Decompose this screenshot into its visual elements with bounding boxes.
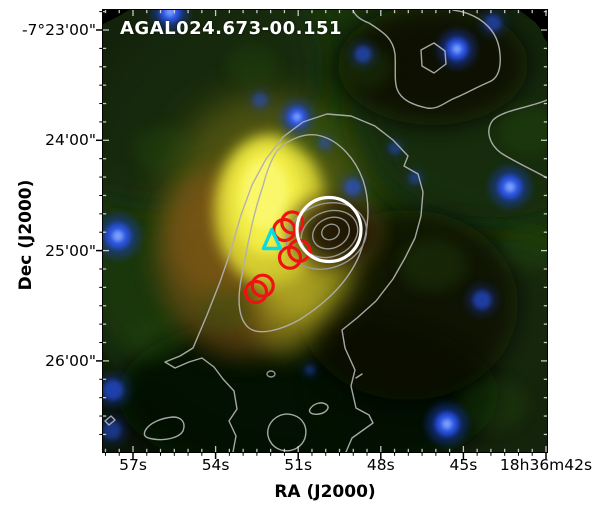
y-tick-label-0: -7°23'00" — [21, 21, 96, 39]
x-tick-label-4: 45s — [449, 456, 478, 474]
sky-image: AGAL024.673-00.151 — [102, 9, 548, 453]
x-axis-label: RA (J2000) — [274, 482, 376, 502]
x-tick-label-3: 48s — [366, 456, 395, 474]
contour-lines — [104, 10, 547, 452]
white-circle-marker — [295, 195, 363, 264]
inner-ticks — [103, 10, 547, 452]
y-tick-label-1: 24'00" — [45, 131, 96, 150]
red-circle-marker — [277, 245, 303, 270]
x-tick-label-0: 57s — [119, 456, 147, 474]
sky-image-overlay — [103, 10, 547, 452]
x-tick-label-1: 54s — [201, 456, 230, 474]
annotation-markers — [243, 195, 363, 305]
red-circle-marker — [280, 210, 305, 235]
x-tick-label-5: 18h36m42s — [499, 456, 593, 474]
source-title: AGAL024.673-00.151 — [120, 18, 343, 39]
y-tick-label-2: 25'00" — [45, 241, 96, 260]
y-axis-label: Dec (J2000) — [16, 179, 36, 291]
red-circle-marker — [250, 273, 275, 298]
cyan-triangle-marker — [261, 227, 283, 251]
red-circle-marker — [243, 279, 269, 305]
y-tick-label-3: 26'00" — [45, 351, 96, 370]
x-tick-label-2: 51s — [284, 456, 313, 474]
